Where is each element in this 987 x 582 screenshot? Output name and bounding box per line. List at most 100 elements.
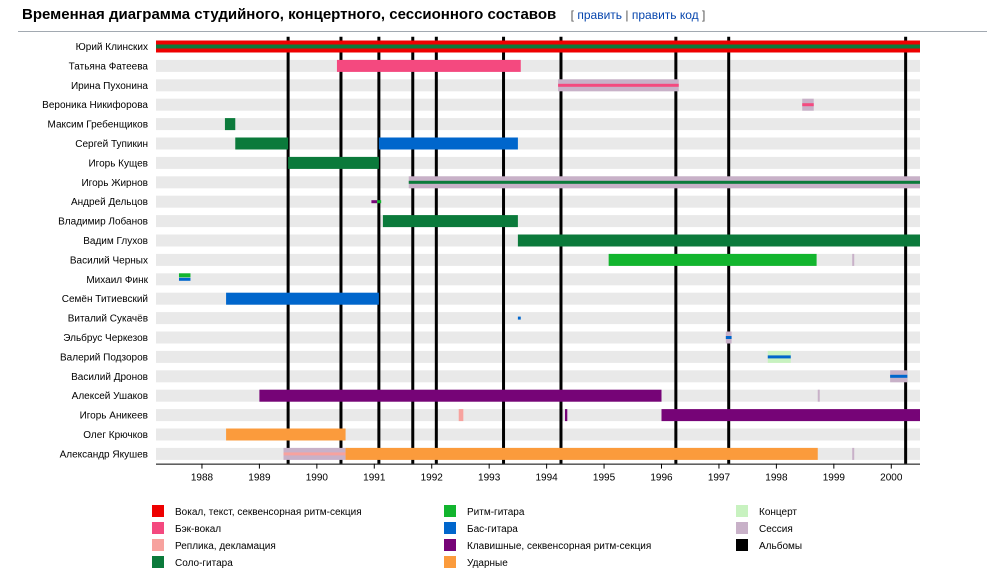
- x-tick-label: 1994: [535, 473, 558, 484]
- member-bar-bass: [725, 336, 732, 339]
- member-bar-bass: [178, 277, 191, 281]
- legend-swatch-backing: [152, 522, 164, 534]
- edit-open-bracket: [: [570, 8, 575, 22]
- legend-swatch-concert: [736, 505, 748, 517]
- member-bar-replica: [283, 452, 346, 456]
- member-label: Эльбрус Черкезов: [63, 332, 148, 344]
- member-label: Юрий Клинских: [76, 42, 148, 53]
- legend-swatch-bass: [444, 522, 456, 534]
- member-bar-lead: [288, 156, 379, 169]
- title-divider: [18, 31, 987, 32]
- row-stripe: [156, 156, 920, 169]
- member-bar-rhythm: [608, 253, 817, 266]
- x-tick-label: 1995: [593, 473, 616, 484]
- member-bar-lead: [156, 44, 920, 49]
- edit-close-bracket: ]: [702, 8, 706, 22]
- member-label: Сергей Тупикин: [75, 139, 148, 150]
- member-label: Михаил Финк: [86, 275, 148, 286]
- x-tick-label: 1998: [765, 473, 788, 484]
- member-bar-keys: [564, 409, 568, 422]
- x-tick-label: 1988: [191, 473, 214, 484]
- row-stripe: [156, 195, 920, 208]
- member-label: Алексей Ушаков: [72, 391, 148, 402]
- member-bar-vocal: [156, 40, 920, 45]
- member-label: Олег Крючков: [83, 430, 148, 441]
- member-label: Вероника Никифорова: [42, 99, 148, 111]
- member-label: Игорь Кущев: [88, 158, 148, 169]
- x-tick-label: 1989: [248, 473, 271, 484]
- member-label: Семён Титиевский: [62, 294, 148, 305]
- legend-label: Ритм-гитара: [467, 507, 525, 518]
- member-bar-session: [817, 389, 820, 402]
- legend-swatch-replica: [152, 539, 164, 551]
- member-bar-lead: [235, 137, 289, 150]
- member-bar-drums: [345, 447, 818, 460]
- edit-link[interactable]: править: [577, 8, 623, 22]
- legend-swatch-session: [736, 522, 748, 534]
- legend-label: Реплика, декламация: [175, 541, 276, 552]
- member-bar-lead: [517, 234, 920, 247]
- member-bar-keys: [259, 389, 662, 402]
- member-bar-rhythm: [178, 273, 191, 278]
- chart-header: Временная диаграмма студийного, концертн…: [22, 6, 705, 24]
- legend-label: Клавишные, секвенсорная ритм-секция: [467, 541, 651, 552]
- x-tick-label: 1993: [478, 473, 501, 484]
- legend-label: Сессия: [759, 524, 793, 535]
- x-tick-label: 1992: [421, 473, 444, 484]
- member-bar-keys: [371, 200, 378, 204]
- member-bar-backing: [336, 59, 521, 72]
- member-label: Игорь Жирнов: [81, 178, 148, 189]
- member-label: Андрей Дельцов: [71, 197, 148, 208]
- member-bar-bass: [517, 316, 521, 320]
- row-stripe: [156, 79, 920, 92]
- legend-swatch-album: [736, 539, 748, 551]
- member-bar-lead: [224, 118, 236, 131]
- row-stripe: [156, 312, 920, 325]
- row-stripe: [156, 215, 920, 228]
- page-title: Временная диаграмма студийного, концертн…: [22, 6, 557, 23]
- row-stripe: [156, 118, 920, 131]
- legend-label: Ударные: [467, 558, 508, 569]
- legend-label: Альбомы: [759, 540, 802, 552]
- timeline-chart: Юрий Клинских Татьяна Фатеева Ирина Пухони…: [42, 36, 920, 569]
- edit-source-link[interactable]: править код: [631, 8, 699, 22]
- member-label: Василий Черных: [70, 255, 148, 266]
- member-bar-session: [852, 447, 855, 460]
- row-stripe: [156, 370, 920, 383]
- member-label: Максим Гребенщиков: [48, 119, 148, 131]
- x-tick-label: 1991: [363, 473, 386, 484]
- legend-label: Соло-гитара: [175, 558, 233, 569]
- member-bar-drums: [226, 428, 346, 441]
- member-label: Вадим Глухов: [83, 236, 148, 247]
- x-tick-label: 1997: [708, 473, 731, 484]
- legend-label: Вокал, текст, секвенсорная ритм-секция: [175, 507, 362, 518]
- row-stripe: [156, 273, 920, 286]
- legend-label: Бэк-вокал: [175, 524, 221, 535]
- legend-swatch-lead: [152, 556, 164, 568]
- legend-swatch-rhythm: [444, 505, 456, 517]
- member-bar-rhythm: [377, 200, 382, 204]
- member-bar-bass: [226, 292, 379, 305]
- member-bar-bass: [767, 355, 791, 359]
- edit-links: [ править | править код ]: [571, 8, 706, 22]
- member-label: Александр Якушев: [60, 449, 148, 460]
- member-bar-backing: [558, 83, 679, 87]
- member-label: Ирина Пухонина: [71, 81, 148, 92]
- member-label: Валерий Подзоров: [60, 352, 148, 363]
- row-stripe: [156, 59, 920, 72]
- member-bar-bass: [378, 137, 518, 150]
- x-tick-label: 1996: [650, 473, 673, 484]
- row-stripe: [156, 350, 920, 363]
- edit-separator: |: [625, 8, 629, 22]
- member-bar-bass: [890, 374, 908, 378]
- row-stripe: [156, 331, 920, 344]
- legend-label: Бас-гитара: [467, 524, 518, 535]
- legend-swatch-drums: [444, 556, 456, 568]
- member-bar-keys: [661, 409, 920, 422]
- x-tick-label: 1999: [823, 473, 846, 484]
- x-tick-label: 1990: [306, 473, 329, 484]
- member-label: Василий Дронов: [71, 372, 148, 383]
- member-bar-lead: [382, 215, 518, 228]
- member-label: Татьяна Фатеева: [69, 61, 149, 72]
- x-tick-label: 2000: [880, 473, 903, 484]
